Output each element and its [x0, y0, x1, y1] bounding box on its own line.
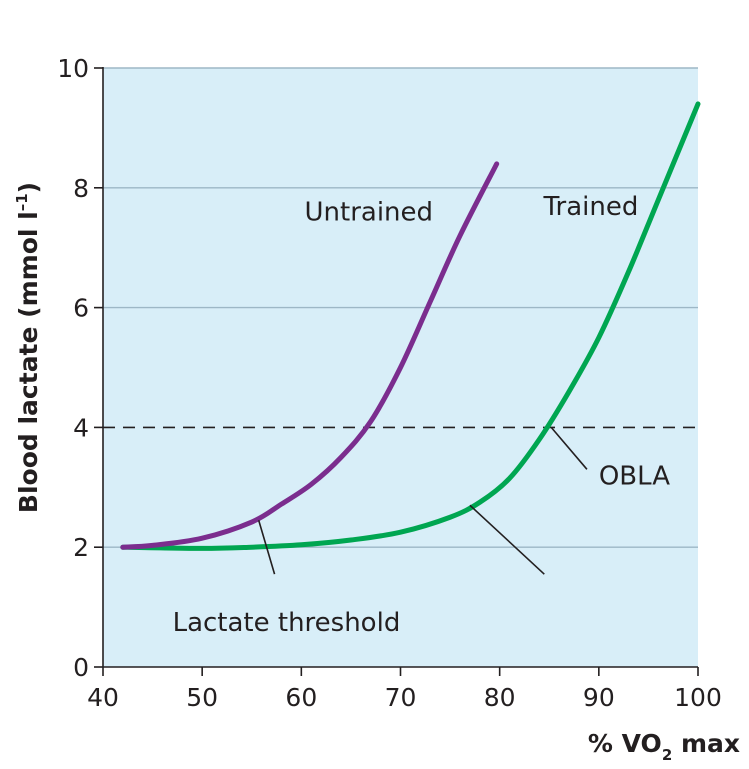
y-axis-title-superscript: –1 [13, 193, 31, 211]
x-tick-label-70: 70 [385, 683, 417, 712]
pointer-lactate-threshold [257, 520, 276, 575]
x-tick-label-80: 80 [484, 683, 516, 712]
annotation-untrained: Untrained [305, 198, 434, 228]
y-tick-label-10: 10 [57, 54, 89, 83]
x-tick-label-50: 50 [186, 683, 218, 712]
axes: 0 2 4 6 8 10 40 50 60 70 80 90 100 [57, 54, 722, 712]
annotations: Untrained Trained OBLA Lactate threshold [173, 192, 671, 638]
annotation-trained: Trained [542, 192, 638, 222]
y-tick-label-8: 8 [73, 174, 89, 203]
pointer-obla [550, 426, 588, 470]
y-tick-label-4: 4 [73, 413, 89, 442]
y-tick-label-0: 0 [73, 653, 89, 682]
pointer-lactate-threshold-2 [469, 504, 545, 575]
series-line-untrained [120, 161, 500, 550]
y-axis-title-text: Blood lactate (mmol l [14, 211, 43, 513]
annotation-lactate-threshold: Lactate threshold [173, 608, 401, 638]
x-axis-title-subscript: 2 [662, 746, 672, 764]
x-tick-label-90: 90 [583, 683, 615, 712]
x-axis-title-text: % VO [588, 729, 662, 758]
x-axis-title: % VO2 max [588, 729, 740, 764]
x-tick-label-100: 100 [674, 683, 722, 712]
x-axis-title-suffix: max [672, 729, 740, 758]
y-tick-label-2: 2 [73, 533, 89, 562]
y-axis-title-end: ) [14, 182, 43, 193]
y-tick-label-6: 6 [73, 294, 89, 323]
y-axis-title: Blood lactate (mmol l–1) [13, 182, 43, 513]
annotation-obla: OBLA [599, 461, 670, 491]
x-tick-label-40: 40 [87, 683, 119, 712]
x-tick-label-60: 60 [285, 683, 317, 712]
